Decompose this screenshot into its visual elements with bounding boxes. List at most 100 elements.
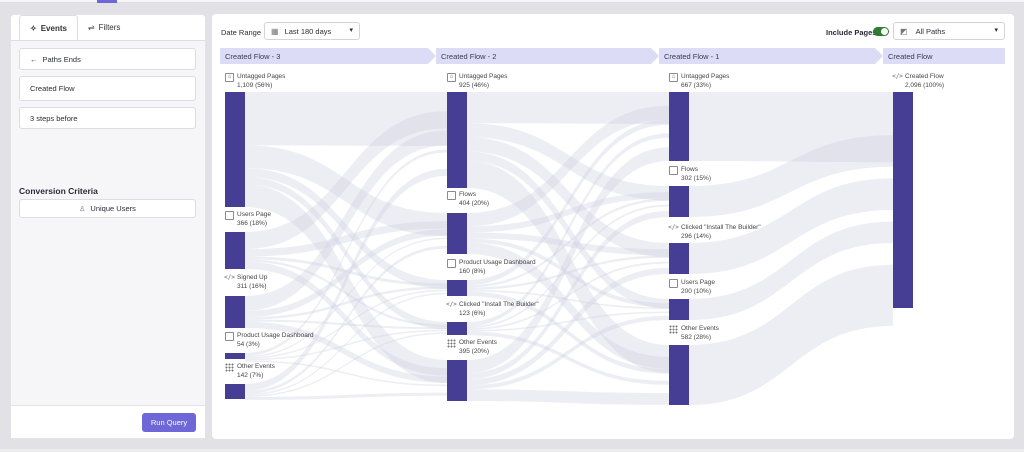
paths-ends-select[interactable]: ← Paths Ends <box>19 48 196 70</box>
flow-node[interactable] <box>669 299 689 320</box>
include-pages-toggle[interactable] <box>873 27 889 36</box>
flow-node[interactable] <box>447 322 467 335</box>
flow-link[interactable] <box>689 135 893 217</box>
flow-link[interactable] <box>467 311 669 332</box>
flow-node[interactable] <box>225 232 245 269</box>
flow-node[interactable] <box>669 92 689 161</box>
flow-node[interactable] <box>447 360 467 401</box>
flow-link[interactable] <box>245 177 447 330</box>
flow-link[interactable] <box>245 332 447 397</box>
unique-users-select[interactable]: ♙ Unique Users <box>19 199 196 218</box>
run-query-button[interactable]: Run Query <box>142 413 196 432</box>
flow-link[interactable] <box>245 321 447 383</box>
flow-link[interactable] <box>467 123 669 201</box>
flow-link[interactable] <box>245 145 447 236</box>
flow-link[interactable] <box>689 178 893 274</box>
flow-link[interactable] <box>467 210 669 380</box>
flow-link[interactable] <box>245 360 447 387</box>
flow-link[interactable] <box>467 255 669 290</box>
tab-events[interactable]: ✧ Events <box>19 15 78 40</box>
flow-link[interactable] <box>467 267 669 386</box>
flow-link[interactable] <box>467 151 669 309</box>
flow-nodes <box>225 92 913 405</box>
flow-node[interactable] <box>225 353 245 359</box>
flow-link[interactable] <box>467 119 669 286</box>
flow-link[interactable] <box>245 392 447 400</box>
flow-link[interactable] <box>245 130 447 311</box>
date-range-select[interactable]: ▦ Last 180 days ▾ <box>264 22 360 40</box>
node-name: Untagged Pages <box>681 73 730 80</box>
flow-node[interactable] <box>447 213 467 254</box>
node-value: 582 (28%) <box>681 334 711 342</box>
flow-link[interactable] <box>245 286 447 320</box>
flow-link[interactable] <box>245 111 447 250</box>
flow-node[interactable] <box>225 92 245 207</box>
node-label: </> Signed Up 311 (16%) <box>224 273 267 292</box>
flow-link[interactable] <box>467 204 669 329</box>
steps-select[interactable]: 3 steps before <box>19 107 196 129</box>
flow-link[interactable] <box>245 261 447 376</box>
flow-link[interactable] <box>467 198 669 288</box>
flow-link[interactable] <box>467 238 669 308</box>
flow-link[interactable] <box>245 259 447 327</box>
node-value: 2,096 (100%) <box>905 82 945 90</box>
flow-link[interactable] <box>467 291 669 374</box>
flow-node[interactable] <box>225 384 245 399</box>
flow-node[interactable] <box>669 186 689 217</box>
paths-filter-select[interactable]: ◩ All Paths ▾ <box>893 22 1005 40</box>
node-text: Flows 302 (15%) <box>681 165 711 184</box>
code-icon: </> <box>668 224 679 232</box>
flow-link[interactable] <box>467 92 669 124</box>
flow-link[interactable] <box>467 261 669 331</box>
flow-link[interactable] <box>467 315 669 390</box>
flow-link[interactable] <box>245 92 447 146</box>
flow-link[interactable] <box>245 319 447 330</box>
chevron-down-icon: ▾ <box>349 27 353 34</box>
flow-link[interactable] <box>245 149 447 356</box>
flow-link[interactable] <box>245 168 447 289</box>
flow-node[interactable] <box>669 345 689 405</box>
flow-link[interactable] <box>467 105 669 227</box>
flow-link[interactable] <box>467 137 669 258</box>
flow-link[interactable] <box>689 92 893 163</box>
flow-link[interactable] <box>689 264 893 405</box>
node-value: 142 (7%) <box>237 372 264 380</box>
flow-link[interactable] <box>245 229 447 318</box>
event-value: Created Flow <box>30 84 75 93</box>
flow-link[interactable] <box>245 184 447 383</box>
node-name: Flows <box>681 166 698 173</box>
tab-events-label: Events <box>40 23 67 33</box>
flow-link[interactable] <box>245 245 447 394</box>
flow-node[interactable] <box>893 92 913 308</box>
flow-link[interactable] <box>467 147 669 374</box>
node-value: 395 (20%) <box>459 348 489 356</box>
flow-link[interactable] <box>467 160 669 373</box>
flow-link[interactable] <box>689 221 893 320</box>
flow-link[interactable] <box>467 192 669 233</box>
flow-node[interactable] <box>225 296 245 328</box>
flow-link[interactable] <box>467 242 669 369</box>
flow-link[interactable] <box>467 133 669 327</box>
tab-filters[interactable]: ⇌ Filters <box>78 15 130 40</box>
flow-node[interactable] <box>447 92 467 188</box>
flow-link[interactable] <box>245 256 447 287</box>
flow-link[interactable] <box>467 331 669 385</box>
flow-link[interactable] <box>245 168 447 391</box>
node-label: </> Clicked "Install The Builder" 123 (6%) <box>446 300 539 319</box>
flow-link[interactable] <box>245 237 447 358</box>
flow-link[interactable] <box>467 389 669 405</box>
node-name: Clicked "Install The Builder" <box>459 301 539 308</box>
flow-link[interactable] <box>245 289 447 359</box>
steps-value: 3 steps before <box>30 113 78 123</box>
query-footer: Run Query <box>11 405 205 438</box>
flow-node[interactable] <box>447 280 467 296</box>
node-label: ⌂ Untagged Pages 925 (46%) <box>447 72 507 91</box>
flow-node[interactable] <box>669 243 689 274</box>
include-pages-label: Include Pages <box>826 28 877 37</box>
flow-link[interactable] <box>467 289 669 310</box>
flow-link[interactable] <box>467 232 669 256</box>
flow-link[interactable] <box>245 292 447 396</box>
event-select[interactable]: Created Flow <box>19 76 196 101</box>
flow-link[interactable] <box>245 329 447 361</box>
flow-link[interactable] <box>245 221 447 257</box>
